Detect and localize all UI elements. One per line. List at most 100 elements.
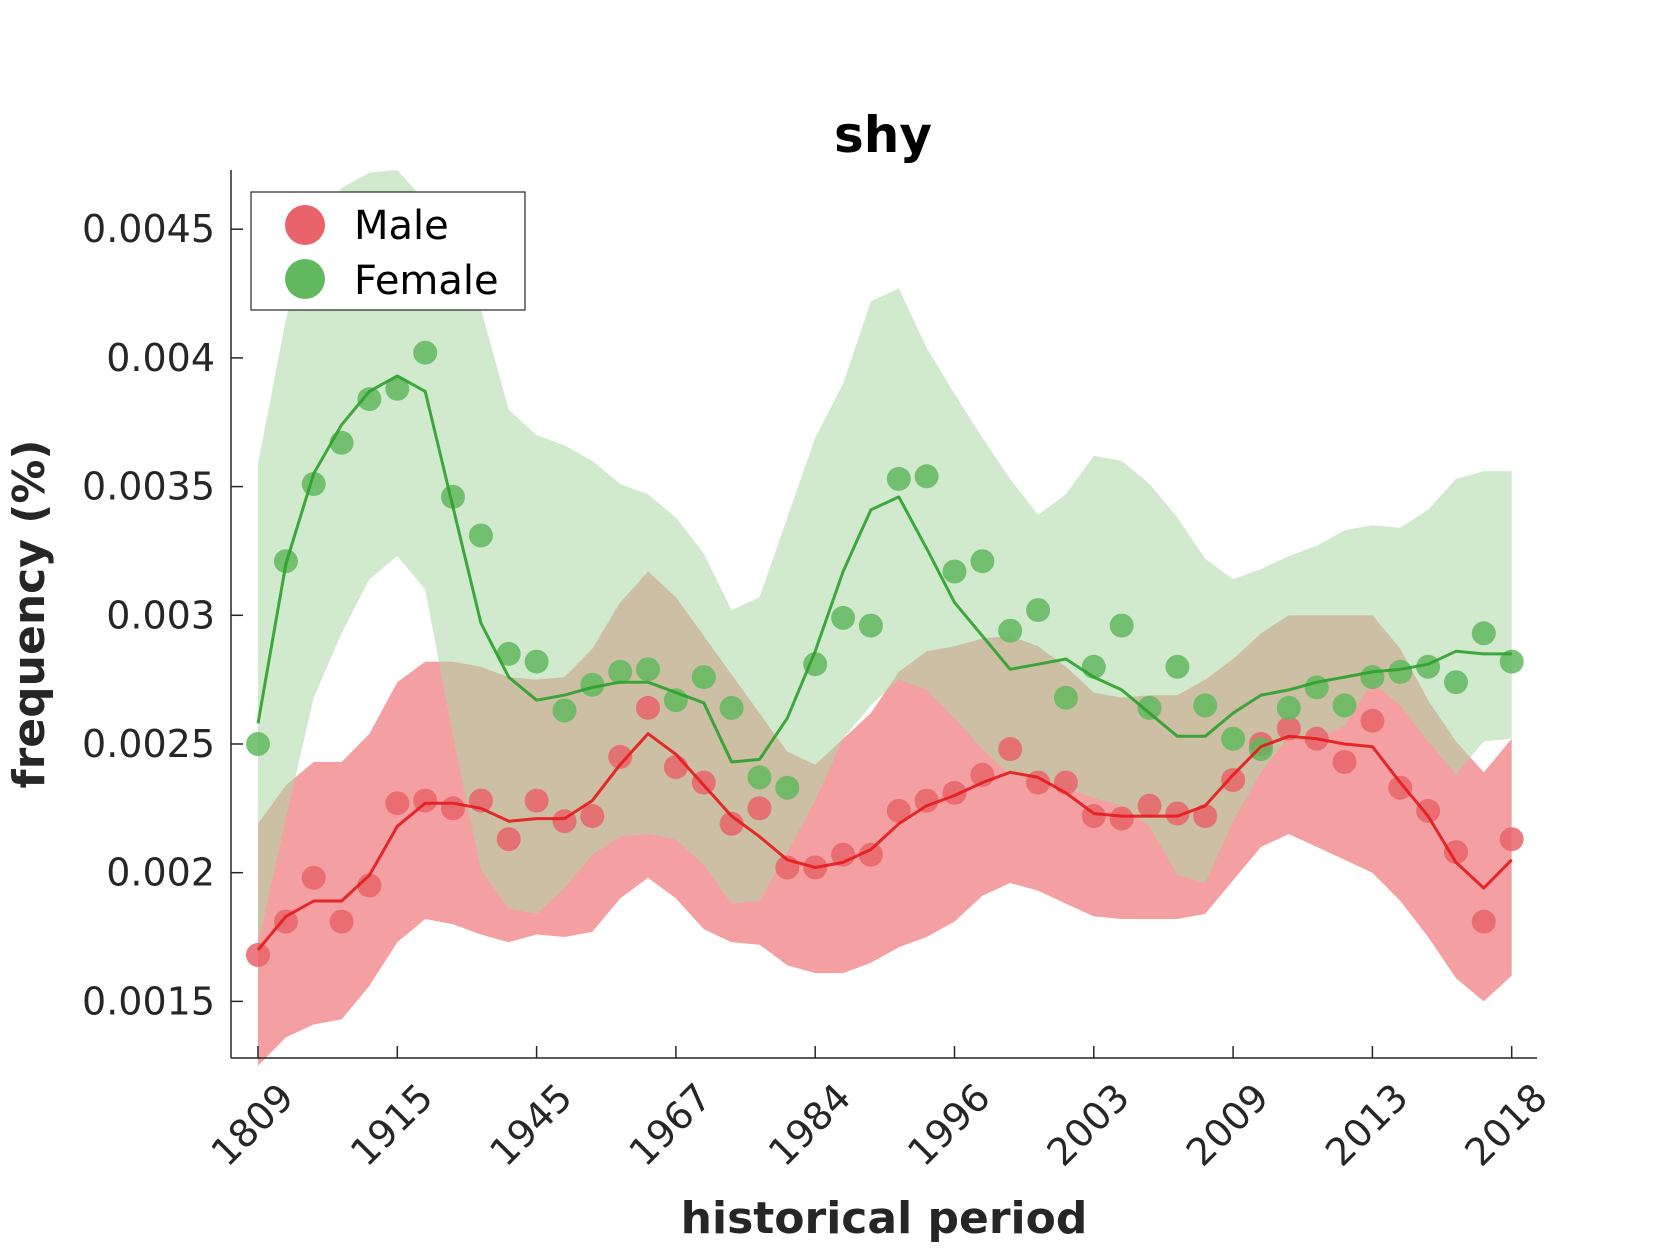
x-tick-label: 1967	[621, 1075, 721, 1175]
axes	[230, 170, 1537, 1059]
point-female-26	[970, 549, 995, 574]
point-male-41	[1388, 775, 1413, 800]
point-male-7	[441, 796, 465, 821]
x-tick-label: 1915	[342, 1075, 442, 1175]
point-female-16	[691, 665, 716, 690]
point-female-38	[1304, 675, 1329, 700]
point-male-10	[524, 788, 549, 813]
point-female-30	[1081, 654, 1106, 679]
point-male-44	[1471, 909, 1496, 934]
y-ticks: 0.0015 0.002 0.0025 0.003 0.0035 0.004 0.0045	[82, 207, 243, 1023]
point-male-27	[998, 737, 1023, 762]
y-tick-label: 0.0045	[82, 207, 215, 251]
y-tick-label: 0.004	[106, 336, 215, 380]
legend: Male Female	[250, 191, 526, 311]
chart-title: shy	[834, 106, 932, 164]
point-male-9	[496, 827, 521, 852]
point-male-14	[636, 695, 660, 720]
point-female-17	[719, 695, 744, 720]
point-female-21	[831, 605, 856, 630]
legend-label-female: Female	[354, 258, 499, 304]
x-tick-label: 1809	[203, 1075, 303, 1175]
legend-marker-female	[285, 259, 325, 299]
point-male-0	[246, 943, 270, 967]
y-tick-label: 0.002	[106, 851, 215, 895]
point-female-41	[1388, 659, 1413, 684]
point-female-28	[1026, 598, 1051, 623]
point-female-19	[775, 775, 800, 800]
point-female-13	[608, 659, 633, 684]
point-female-11	[552, 698, 577, 723]
point-female-40	[1360, 665, 1385, 690]
point-male-35	[1221, 768, 1246, 792]
point-female-14	[636, 657, 660, 682]
point-male-23	[886, 798, 911, 823]
point-male-42	[1416, 798, 1441, 823]
point-male-32	[1137, 793, 1162, 818]
x-tick-label: 2009	[1178, 1075, 1278, 1175]
point-female-10	[524, 649, 549, 674]
point-female-3	[329, 430, 354, 455]
data-points	[246, 340, 1524, 967]
point-female-36	[1249, 737, 1273, 762]
point-male-33	[1165, 801, 1190, 826]
point-female-18	[747, 765, 772, 790]
y-tick-label: 0.003	[106, 593, 215, 637]
point-female-25	[942, 559, 967, 584]
point-male-15	[663, 755, 688, 780]
point-male-1	[273, 909, 298, 934]
point-male-29	[1053, 770, 1078, 795]
point-male-17	[719, 811, 744, 836]
point-male-39	[1332, 750, 1357, 774]
point-female-7	[441, 484, 465, 509]
trend-lines	[256, 374, 1513, 951]
x-tick-label: 1984	[760, 1075, 860, 1175]
point-female-43	[1444, 670, 1468, 695]
point-female-27	[998, 618, 1023, 643]
point-male-37	[1276, 716, 1301, 741]
point-female-35	[1221, 726, 1246, 751]
point-male-18	[747, 796, 772, 821]
point-female-23	[886, 466, 911, 491]
point-female-24	[914, 464, 939, 489]
legend-marker-male	[285, 205, 325, 245]
point-male-3	[329, 909, 354, 934]
x-tick-label: 2003	[1038, 1075, 1138, 1175]
point-female-33	[1165, 654, 1190, 679]
point-female-0	[246, 732, 270, 756]
x-tick-label: 2013	[1317, 1075, 1417, 1175]
y-axis-label: frequency (%)	[4, 439, 55, 788]
point-male-43	[1444, 840, 1468, 865]
point-female-9	[496, 641, 521, 666]
point-female-29	[1053, 685, 1078, 710]
confidence-bands	[258, 170, 1512, 1066]
trend-line-male	[256, 732, 1513, 951]
point-male-5	[385, 791, 410, 816]
point-female-20	[803, 652, 828, 677]
y-tick-label: 0.0035	[82, 465, 215, 509]
point-female-8	[468, 523, 493, 548]
legend-label-male: Male	[354, 203, 449, 249]
point-female-34	[1193, 693, 1218, 718]
point-female-12	[580, 672, 605, 697]
point-male-45	[1499, 827, 1524, 852]
point-female-31	[1109, 613, 1134, 638]
point-male-12	[580, 804, 605, 829]
point-female-44	[1471, 621, 1496, 646]
point-male-22	[858, 842, 883, 867]
point-female-39	[1332, 693, 1357, 718]
y-tick-label: 0.0015	[82, 979, 215, 1023]
point-male-34	[1193, 804, 1218, 829]
point-female-22	[858, 613, 883, 638]
point-female-6	[413, 340, 438, 365]
band-female	[258, 170, 1512, 945]
point-male-24	[914, 788, 939, 813]
x-tick-label: 2018	[1456, 1075, 1556, 1175]
point-female-37	[1276, 695, 1301, 720]
point-female-45	[1499, 649, 1524, 674]
x-ticks: 1809 1915 1945 1967 1984 1996 2003 2009 2013 2018	[203, 1046, 1556, 1175]
x-axis-label: historical period	[681, 1193, 1088, 1244]
point-male-40	[1360, 708, 1385, 733]
x-tick-label: 1945	[481, 1075, 581, 1175]
